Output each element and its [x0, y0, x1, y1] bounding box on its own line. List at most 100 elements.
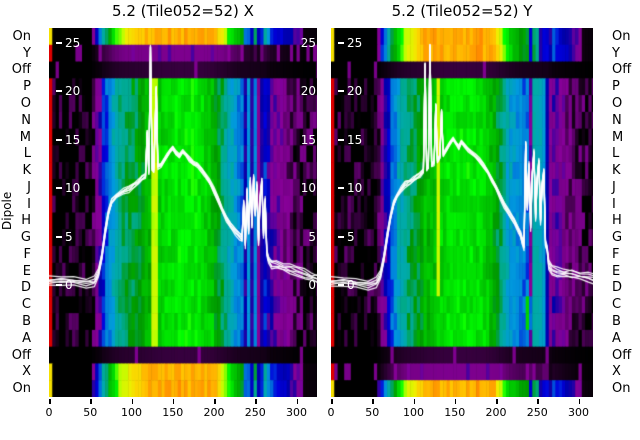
inner-tick-dash-x-15: [56, 138, 62, 141]
heatmap-panel-y: 25 20 15 10 5 0: [331, 28, 593, 397]
inner-tick-dash-x-20: [56, 90, 62, 93]
x-tick-mark-y-250: [537, 399, 539, 404]
row-label-left-off-2: Off: [11, 62, 31, 78]
row-label-left-g-12: G: [20, 230, 31, 246]
x-tick-label-y-200: 200: [485, 406, 507, 419]
inner-tick-label-left-y-15: 15: [347, 132, 363, 147]
row-label-left-off-19: Off: [11, 347, 31, 363]
inner-tick-dash-y-25: [338, 41, 344, 44]
inner-tick-label-left-y-0: 0: [347, 278, 355, 293]
inner-tick-label-right-x-15: 15: [300, 132, 316, 147]
x-tick-mark-y-50: [372, 399, 374, 404]
inner-tick-dash-y-10: [338, 187, 344, 190]
inner-tick-label-left-x-20: 20: [65, 84, 81, 99]
row-label-right-n-5: N: [612, 112, 622, 128]
row-label-left-on-21: On: [12, 381, 31, 397]
inner-tick-label-left-y-5: 5: [347, 229, 355, 244]
row-label-right-p-3: P: [612, 79, 620, 95]
row-label-left-on-0: On: [12, 28, 31, 44]
plot-title-x: 5.2 (Tile052=52) X: [112, 2, 254, 20]
row-label-right-off-19: Off: [612, 347, 632, 363]
x-tick-mark-x-200: [214, 399, 216, 404]
x-tick-mark-y-0: [331, 399, 333, 404]
row-label-left-k-8: K: [22, 163, 31, 179]
heatmap-canvas-y: [331, 28, 593, 397]
row-label-right-e-14: E: [612, 263, 621, 279]
row-label-right-k-8: K: [612, 163, 621, 179]
x-tick-label-y-250: 250: [526, 406, 548, 419]
x-tick-label-x-50: 50: [83, 406, 98, 419]
inner-tick-label-right-x-5: 5: [308, 229, 316, 244]
x-tick-mark-y-150: [454, 399, 457, 404]
row-label-right-i-10: I: [612, 196, 616, 212]
x-tick-mark-y-100: [413, 399, 415, 404]
row-label-left-j-9: J: [27, 179, 31, 195]
x-tick-label-x-0: 0: [45, 406, 53, 419]
row-label-left-i-10: I: [27, 196, 31, 212]
inner-tick-label-left-x-0: 0: [65, 278, 73, 293]
inner-tick-dash-y-20: [338, 90, 344, 93]
inner-tick-label-left-x-10: 10: [65, 181, 81, 196]
row-label-left-o-4: O: [20, 95, 31, 111]
inner-tick-dash-x-5: [56, 235, 62, 238]
row-label-right-l-7: L: [612, 146, 620, 162]
inner-tick-dash-x-10: [56, 187, 62, 190]
inner-tick-label-right-x-25: 25: [300, 35, 316, 50]
inner-tick-dash-x-0: [56, 284, 62, 287]
x-tick-mark-y-200: [496, 399, 498, 404]
inner-tick-dash-y-15: [338, 138, 344, 141]
x-tick-label-y-50: 50: [365, 406, 380, 419]
inner-tick-label-left-y-20: 20: [347, 84, 363, 99]
x-tick-mark-x-150: [172, 399, 175, 404]
inner-tick-dash-y-0: [338, 284, 344, 287]
inner-tick-dash-y-5: [338, 235, 344, 238]
x-tick-label-x-300: 300: [286, 406, 307, 419]
row-label-left-a-18: A: [22, 330, 31, 346]
row-label-right-o-4: O: [612, 95, 623, 111]
x-tick-label-x-200: 200: [203, 406, 225, 419]
row-label-right-d-15: D: [612, 280, 623, 296]
row-label-left-y-1: Y: [23, 45, 31, 61]
row-label-right-f-13: F: [612, 246, 620, 262]
x-tick-label-y-300: 300: [568, 406, 589, 419]
inner-tick-label-left-x-25: 25: [65, 35, 81, 50]
plot-title-y: 5.2 (Tile052=52) Y: [391, 2, 533, 20]
row-label-left-l-7: L: [23, 146, 31, 162]
inner-tick-label-right-x-0: 0: [308, 278, 316, 293]
inner-tick-label-left-y-25: 25: [347, 35, 363, 50]
x-tick-label-y-150: 150: [444, 406, 466, 419]
row-label-right-on-21: On: [612, 381, 631, 397]
row-label-right-y-1: Y: [612, 45, 620, 61]
row-label-right-j-9: J: [612, 179, 616, 195]
x-tick-mark-x-250: [255, 399, 257, 404]
inner-tick-label-left-x-5: 5: [65, 229, 73, 244]
x-tick-mark-y-300: [578, 399, 580, 404]
heatmap-canvas-x: [49, 28, 317, 397]
row-label-right-g-12: G: [612, 230, 623, 246]
row-label-left-d-15: D: [20, 280, 31, 296]
row-label-left-m-6: M: [19, 129, 31, 145]
x-tick-label-y-100: 100: [403, 406, 424, 419]
inner-tick-dash-x-25: [56, 41, 62, 44]
inner-tick-label-left-y-10: 10: [347, 181, 363, 196]
row-label-left-p-3: P: [23, 79, 31, 95]
x-tick-mark-x-300: [296, 399, 298, 404]
row-label-right-off-2: Off: [612, 62, 632, 78]
x-tick-label-x-250: 250: [244, 406, 266, 419]
row-label-right-b-17: B: [612, 314, 621, 330]
row-label-left-h-11: H: [21, 213, 31, 229]
row-label-right-m-6: M: [612, 129, 624, 145]
row-label-left-e-14: E: [22, 263, 31, 279]
row-label-right-on-0: On: [612, 28, 631, 44]
row-label-right-a-18: A: [612, 330, 621, 346]
x-tick-label-y-0: 0: [327, 406, 335, 419]
row-label-right-h-11: H: [612, 213, 622, 229]
row-label-right-c-16: C: [612, 297, 622, 313]
row-label-left-c-16: C: [21, 297, 31, 313]
row-label-left-b-17: B: [22, 314, 31, 330]
inner-tick-label-right-x-10: 10: [300, 181, 316, 196]
row-label-left-x-20: X: [22, 364, 31, 380]
x-tick-mark-x-50: [90, 399, 92, 404]
heatmap-panel-x: 25 25 20 20 15 15 10 10 5 5 0 0: [49, 28, 317, 397]
